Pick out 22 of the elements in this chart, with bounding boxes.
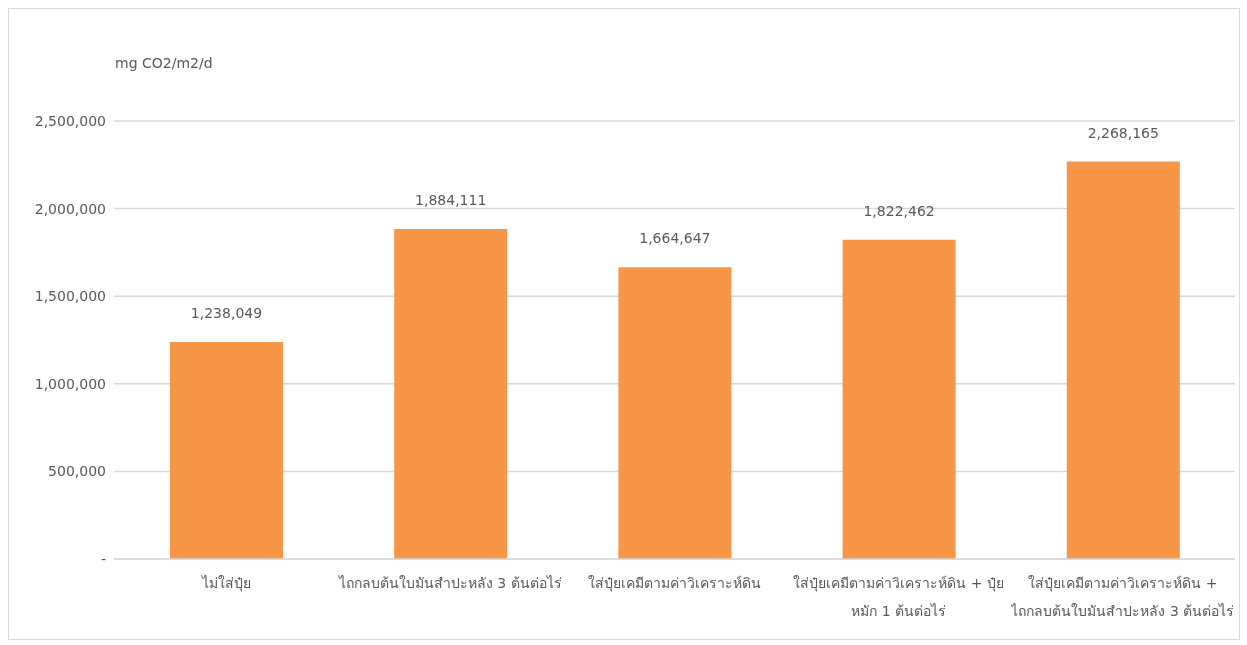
bar [842,239,956,559]
y-tick-label: - [100,550,106,567]
x-tick-label: ไม่ใส่ปุ๋ย [200,574,252,594]
x-tick-label: ใส่ปุ๋ยเคมีตามค่าวิเคราะห์ดิน [587,574,762,594]
bar [170,342,283,559]
data-label: 1,238,049 [190,305,263,322]
y-tick-label: 1,000,000 [34,375,106,392]
data-label: 1,884,111 [415,191,487,208]
bar [394,228,508,559]
bar [1066,161,1180,559]
y-axis-title: mg CO2/m2/d [115,55,213,71]
data-label: 1,822,462 [863,202,935,219]
bar [618,267,732,559]
x-tick-label: ไถกลบต้นใบมันสำปะหลัง 3 ต้นต่อไร่ [338,574,563,593]
data-label: 2,268,165 [1087,124,1159,141]
x-tick-label: ใส่ปุ๋ยเคมีตามค่าวิเคราะห์ดิน + ไถกลบต้นใบมันสำปะหลัง 3 ต้นต่อไร่ [1010,574,1235,621]
y-tick-label: 500,000 [48,463,106,480]
y-tick-label: 2,000,000 [34,200,106,217]
y-tick-label: 2,500,000 [34,112,106,129]
x-tick-label: ใส่ปุ๋ยเคมีตามค่าวิเคราะห์ดิน + ปุ๋ยหมัก 1 ต้นต่อไร่ [792,574,1005,621]
y-tick-label: 1,500,000 [34,288,106,305]
data-label: 1,664,647 [639,230,711,247]
